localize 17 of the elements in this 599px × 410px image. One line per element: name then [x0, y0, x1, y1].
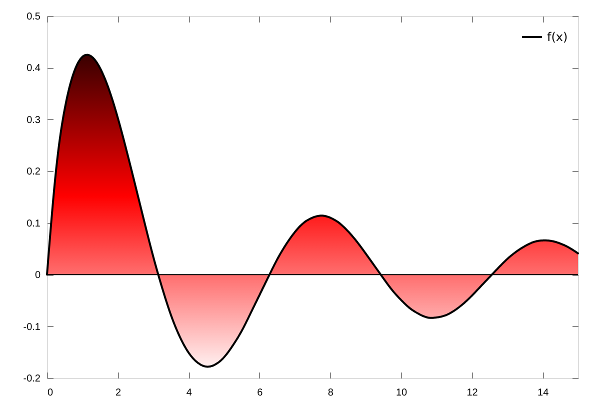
x-tick-label: 6	[257, 388, 264, 398]
x-tick-label: 10	[396, 388, 408, 398]
legend-label: f(x)	[547, 30, 568, 44]
y-tick-label: 0.5	[26, 12, 41, 22]
y-tick-label: 0.3	[26, 114, 41, 126]
y-tick-label: -0.1	[23, 322, 41, 333]
x-tick-label: 14	[538, 388, 550, 398]
x-tick-label: 4	[186, 388, 192, 398]
x-tick-label: 12	[466, 388, 478, 398]
x-tick-label: 8	[328, 388, 334, 398]
y-tick-label: 0.4	[26, 63, 41, 74]
y-tick-label: 0.2	[26, 166, 41, 178]
y-tick-label: 0	[34, 270, 41, 282]
x-tick-label: 0	[48, 388, 54, 398]
x-tick-label: 2	[116, 388, 122, 398]
y-tick-label: 0.1	[26, 218, 41, 230]
y-tick-label: -0.2	[23, 374, 41, 384]
